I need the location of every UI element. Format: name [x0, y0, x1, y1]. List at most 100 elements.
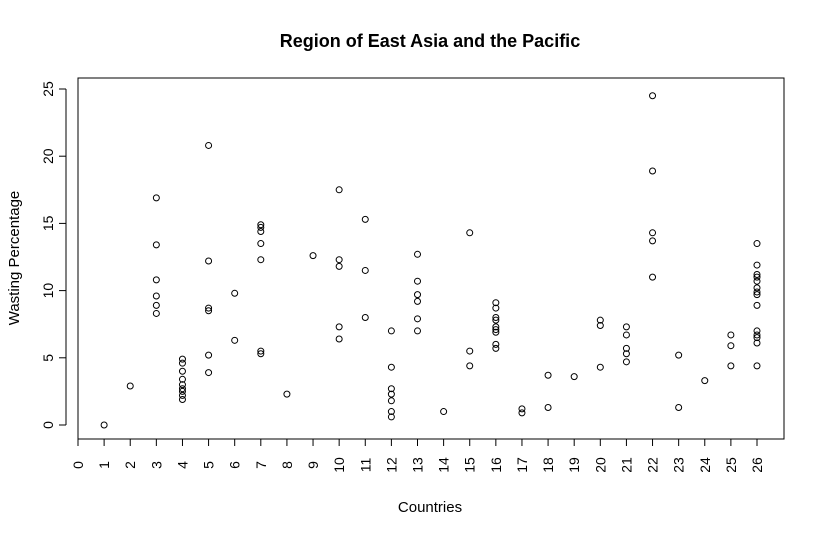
- data-point: [178, 387, 186, 395]
- data-point: [649, 237, 657, 245]
- data-point: [414, 297, 421, 305]
- data-point: [753, 277, 761, 285]
- data-point: [622, 331, 630, 339]
- data-point: [361, 266, 369, 274]
- x-tick-label: 2: [122, 461, 138, 469]
- data-point: [387, 408, 395, 416]
- x-axis: 0 1 2 3 4 5 6 7 8 9 10 11 12 13 14 15 16 17 18 19 20 21 22 23 24…: [70, 438, 765, 473]
- data-point: [492, 340, 500, 348]
- data-point: [727, 342, 735, 350]
- x-tick-label: 5: [201, 461, 217, 469]
- data-point: [753, 273, 761, 281]
- data-point: [466, 229, 474, 237]
- data-point: [257, 350, 265, 358]
- data-point: [596, 322, 604, 330]
- x-tick-label: 14: [436, 457, 452, 473]
- data-point: [753, 331, 761, 339]
- data-point: [178, 381, 186, 389]
- data-point: [387, 363, 395, 371]
- data-point: [570, 373, 578, 381]
- x-tick-label: 9: [305, 461, 321, 469]
- x-tick-label: 20: [592, 457, 608, 473]
- data-point: [257, 227, 265, 235]
- data-point: [257, 347, 265, 355]
- data-point: [753, 334, 761, 342]
- data-point: [231, 289, 239, 297]
- data-point: [466, 347, 474, 355]
- data-point: [152, 292, 160, 300]
- data-point: [492, 328, 500, 336]
- data-point: [675, 404, 683, 412]
- data-point: [387, 397, 395, 405]
- data-point: [622, 323, 630, 331]
- data-point: [178, 367, 186, 375]
- x-tick-label: 0: [70, 461, 86, 469]
- data-point: [414, 277, 421, 285]
- x-tick-label: 13: [410, 457, 426, 473]
- data-point: [152, 301, 160, 309]
- x-tick-label: 18: [540, 457, 556, 473]
- data-point: [309, 252, 317, 260]
- data-point: [178, 375, 186, 383]
- data-point: [257, 223, 265, 231]
- data-point: [649, 92, 657, 100]
- y-tick-label: 20: [40, 148, 56, 164]
- data-point: [544, 404, 552, 412]
- x-tick-label: 8: [279, 461, 295, 469]
- data-point: [753, 288, 761, 296]
- data-point: [492, 344, 500, 352]
- data-point: [753, 261, 761, 269]
- data-point: [675, 351, 683, 359]
- x-tick-label: 23: [671, 457, 687, 473]
- data-point: [335, 335, 343, 343]
- data-point: [178, 385, 186, 393]
- data-point: [205, 369, 213, 377]
- data-point: [387, 385, 395, 393]
- x-tick-label: 24: [697, 457, 713, 473]
- data-point: [205, 257, 213, 265]
- data-point: [152, 194, 160, 202]
- x-tick-label: 17: [514, 457, 530, 473]
- data-point: [335, 323, 343, 331]
- data-point: [492, 299, 500, 307]
- x-tick-label: 26: [749, 457, 765, 473]
- data-point: [492, 316, 500, 324]
- data-point: [178, 355, 186, 363]
- x-tick-label: 7: [253, 461, 269, 469]
- x-axis-title: Countries: [398, 499, 462, 516]
- x-tick-label: 21: [618, 457, 634, 473]
- data-point: [518, 405, 526, 413]
- data-point: [701, 377, 709, 385]
- data-point: [257, 240, 265, 248]
- x-tick-label: 11: [357, 458, 373, 473]
- y-tick-label: 10: [40, 283, 56, 299]
- x-tick-label: 15: [462, 457, 478, 473]
- x-tick-label: 25: [723, 457, 739, 473]
- x-tick-label: 19: [566, 457, 582, 473]
- data-point: [361, 313, 369, 321]
- x-tick-label: 10: [331, 457, 347, 473]
- data-point: [753, 284, 761, 292]
- data-point: [414, 291, 421, 299]
- y-tick-label: 15: [40, 215, 56, 231]
- data-point: [387, 327, 395, 335]
- x-tick-label: 12: [383, 457, 399, 473]
- data-point: [100, 421, 108, 429]
- x-tick-label: 1: [96, 461, 112, 469]
- data-point: [414, 327, 421, 335]
- data-point: [414, 250, 421, 258]
- data-point: [126, 382, 134, 390]
- data-point: [335, 256, 343, 264]
- data-point: [753, 362, 761, 370]
- data-point: [205, 141, 213, 149]
- data-point: [257, 256, 265, 264]
- data-points: [100, 92, 761, 429]
- chart-title: Region of East Asia and the Pacific: [280, 31, 580, 51]
- data-point: [649, 229, 657, 237]
- x-tick-label: 3: [148, 461, 164, 469]
- data-point: [596, 363, 604, 371]
- data-point: [387, 390, 395, 398]
- x-tick-label: 16: [488, 457, 504, 473]
- data-point: [205, 307, 213, 315]
